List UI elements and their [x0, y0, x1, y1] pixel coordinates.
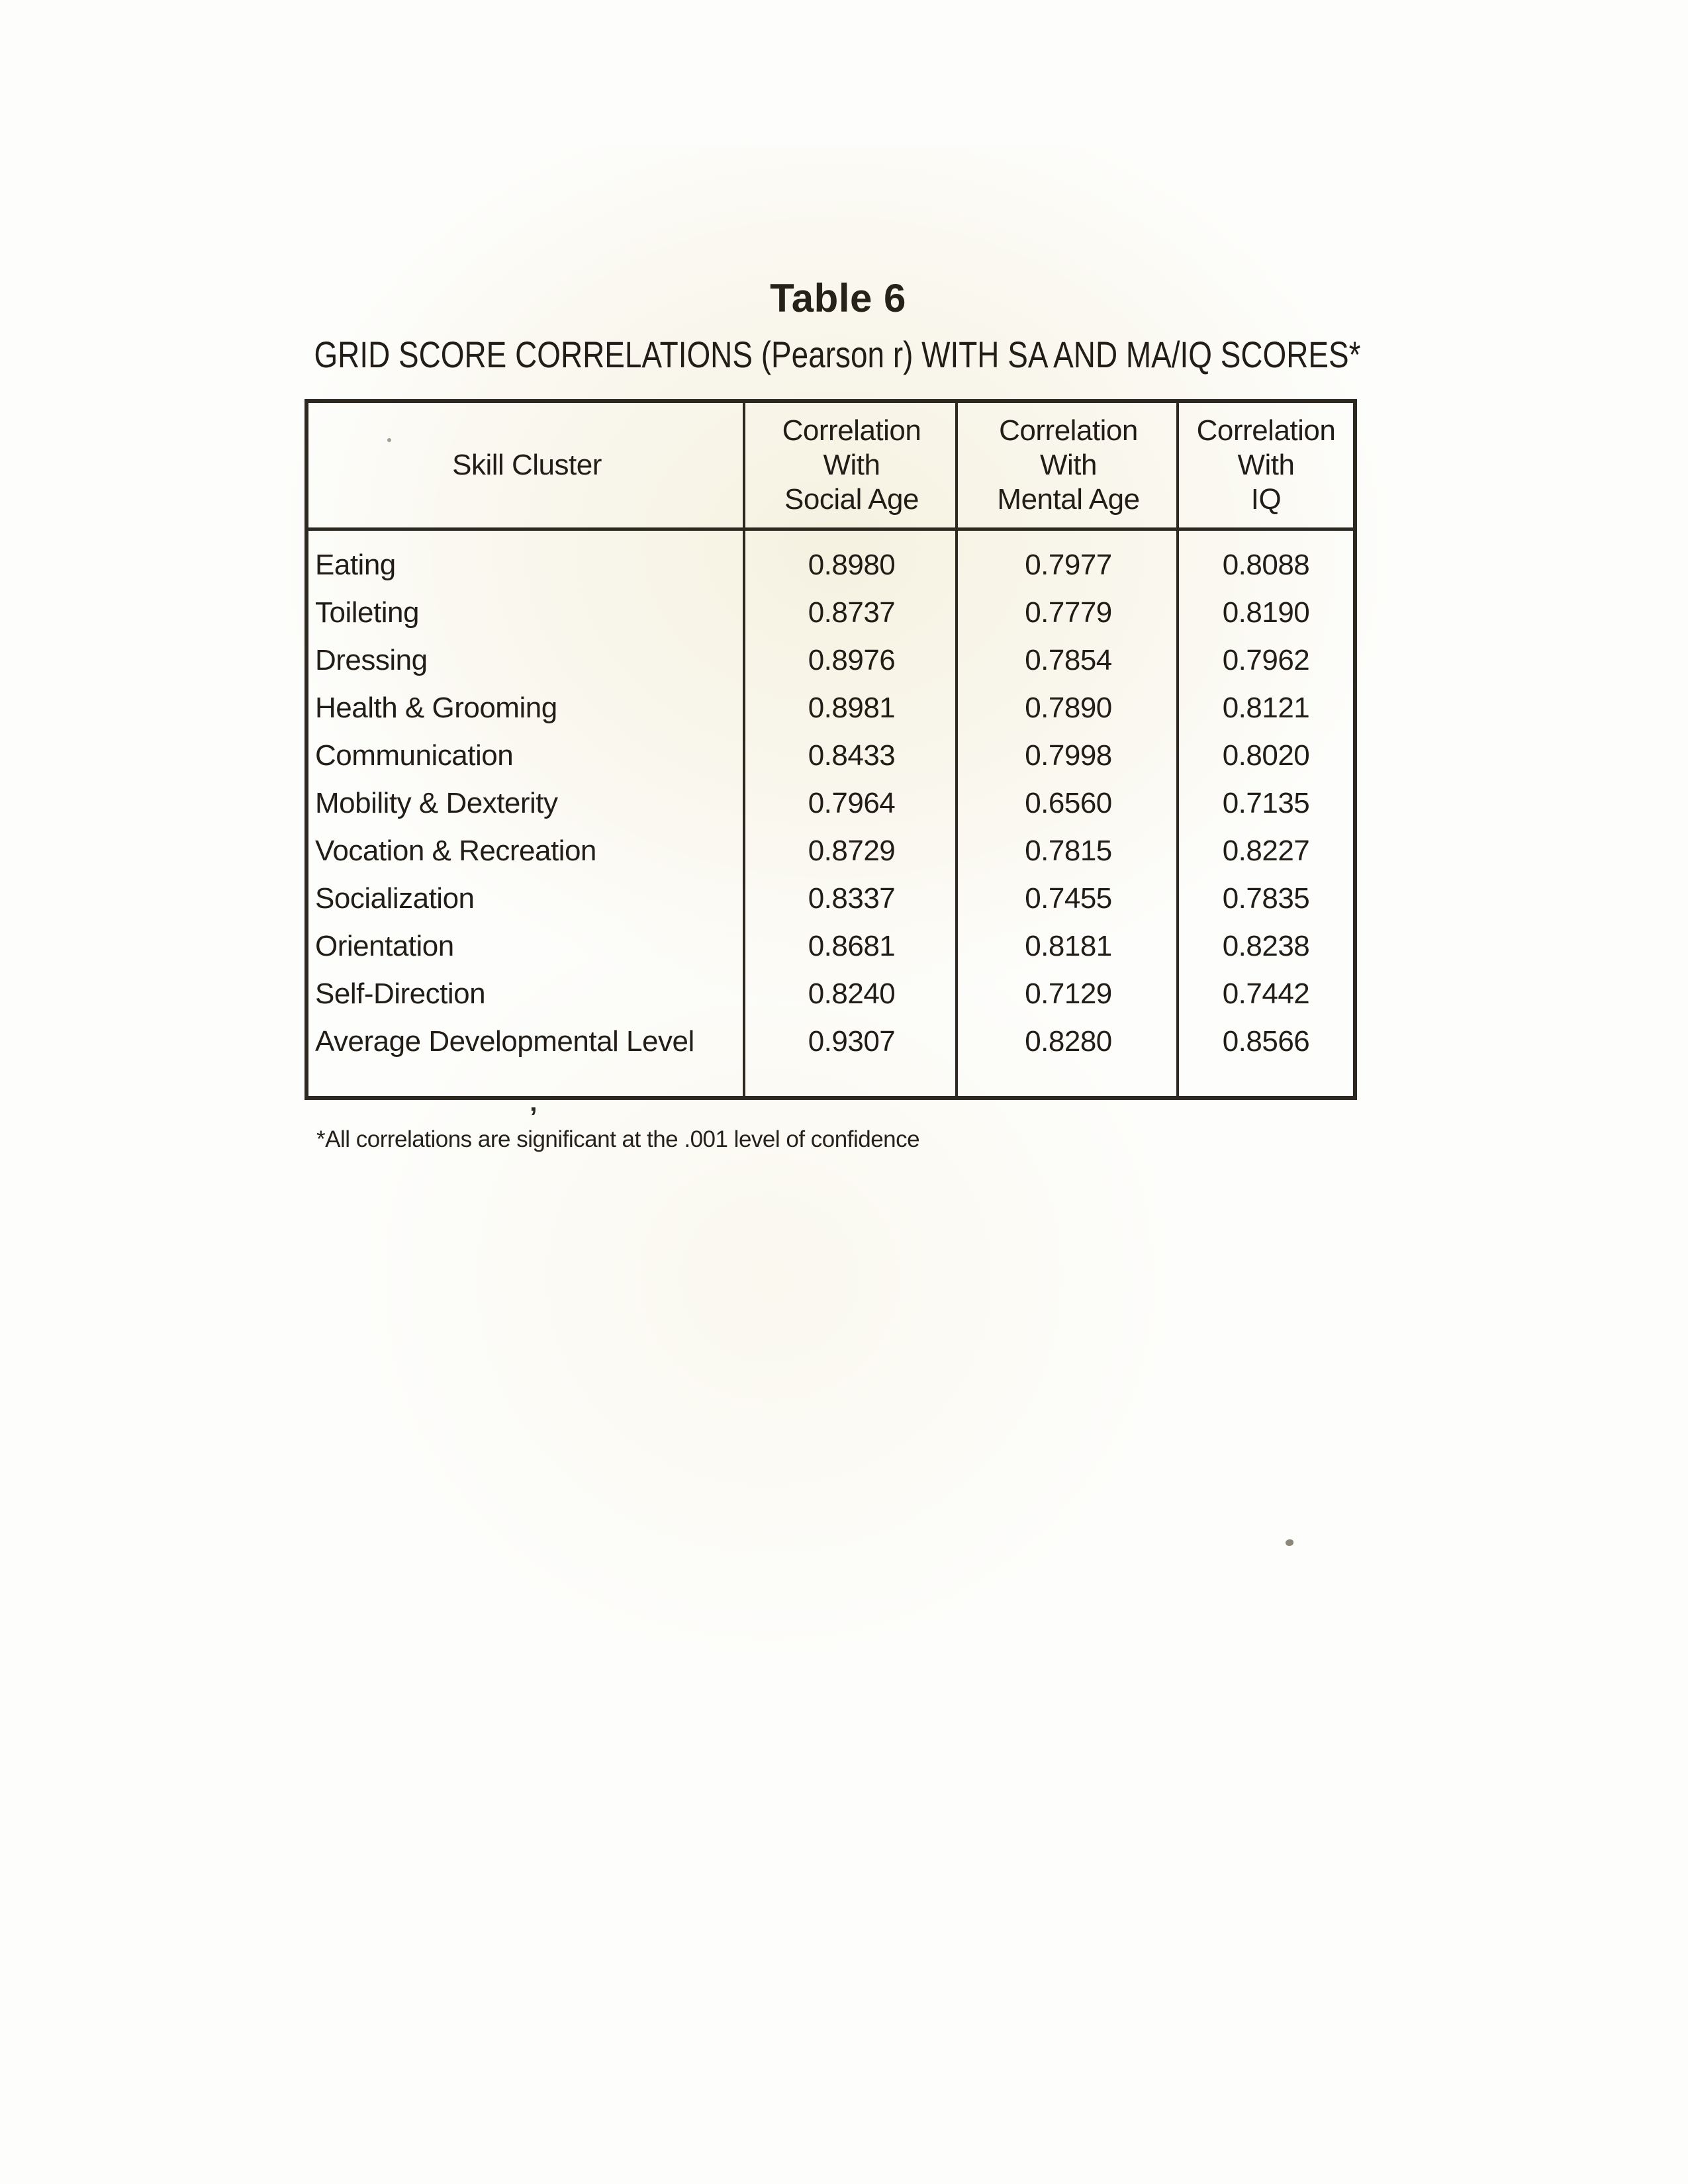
column-header-line: Mental Age: [997, 483, 1140, 516]
scan-speck: [387, 438, 391, 442]
header-correlation-mental-age: Correlation With Mental Age: [958, 403, 1179, 527]
correlation-value-cell: 0.8681: [808, 930, 896, 962]
correlation-value-cell: 0.8566: [1222, 1025, 1310, 1058]
skill-cluster-cell: Orientation: [315, 930, 454, 962]
skill-cluster-cell: Self-Direction: [315, 978, 486, 1010]
table-row: Eating 0.8980 0.7977 0.8088: [308, 541, 1353, 589]
correlation-table: Skill Cluster Correlation With Social Age …: [305, 399, 1357, 1100]
correlation-value-cell: 0.8121: [1222, 692, 1310, 724]
correlation-value-cell: 0.7455: [1025, 882, 1112, 915]
correlation-value-cell: 0.7129: [1025, 978, 1112, 1010]
header-correlation-iq: Correlation With IQ: [1179, 403, 1353, 527]
column-header-line: Skill Cluster: [452, 449, 602, 481]
skill-cluster-cell: Health & Grooming: [315, 692, 557, 724]
correlation-value-cell: 0.8280: [1025, 1025, 1112, 1058]
header-correlation-social-age: Correlation With Social Age: [745, 403, 958, 527]
skill-cluster-cell: Toileting: [315, 596, 419, 629]
column-header-line: With: [1040, 449, 1098, 481]
correlation-value-cell: 0.8737: [808, 596, 896, 629]
table-row: Dressing 0.8976 0.7854 0.7962: [308, 637, 1353, 684]
skill-cluster-cell: Communication: [315, 739, 514, 772]
correlation-value-cell: 0.8020: [1222, 739, 1310, 772]
column-header-line: With: [823, 449, 881, 481]
skill-cluster-cell: Dressing: [315, 644, 428, 676]
column-header-line: Correlation: [782, 414, 921, 447]
skill-cluster-cell: Socialization: [315, 882, 475, 915]
header-skill-cluster: Skill Cluster: [308, 403, 745, 527]
correlation-value-cell: 0.8181: [1025, 930, 1112, 962]
column-divider-3: [1176, 403, 1179, 1096]
correlation-value-cell: 0.8238: [1222, 930, 1310, 962]
table-row: Socialization 0.8337 0.7455 0.7835: [308, 875, 1353, 923]
correlation-value-cell: 0.8337: [808, 882, 896, 915]
correlation-value-cell: 0.7835: [1222, 882, 1310, 915]
correlation-value-cell: 0.8981: [808, 692, 896, 724]
table-row: Communication 0.8433 0.7998 0.8020: [308, 732, 1353, 780]
column-header-line: With: [1237, 449, 1295, 481]
correlation-value-cell: 0.8240: [808, 978, 896, 1010]
correlation-value-cell: 0.8433: [808, 739, 896, 772]
column-header-line: IQ: [1250, 483, 1282, 516]
skill-cluster-cell: Mobility & Dexterity: [315, 787, 558, 819]
correlation-value-cell: 0.7964: [808, 787, 896, 819]
correlation-value-cell: 0.7815: [1025, 835, 1112, 867]
stray-ink-mark: ’: [530, 1101, 538, 1132]
correlation-value-cell: 0.6560: [1025, 787, 1112, 819]
table-title: Table 6: [770, 276, 906, 320]
table-row: Toileting 0.8737 0.7779 0.8190: [308, 589, 1353, 637]
column-header-line: Social Age: [784, 483, 919, 516]
correlation-value-cell: 0.7998: [1025, 739, 1112, 772]
table-header-row: Skill Cluster Correlation With Social Age …: [308, 403, 1353, 531]
table-row: Average Developmental Level 0.9307 0.8280 0…: [308, 1018, 1353, 1066]
correlation-value-cell: 0.7779: [1025, 596, 1112, 629]
correlation-value-cell: 0.8976: [808, 644, 896, 676]
table-row: Orientation 0.8681 0.8181 0.8238: [308, 923, 1353, 970]
correlation-value-cell: 0.7962: [1222, 644, 1310, 676]
scan-speck: [1286, 1539, 1293, 1546]
table-subtitle: GRID SCORE CORRELATIONS (Pearson r) WITH…: [314, 334, 1361, 375]
skill-cluster-cell: Average Developmental Level: [315, 1025, 694, 1058]
correlation-value-cell: 0.7442: [1222, 978, 1310, 1010]
table-row: Self-Direction 0.8240 0.7129 0.7442: [308, 970, 1353, 1018]
correlation-value-cell: 0.7854: [1025, 644, 1112, 676]
table-row: Mobility & Dexterity 0.7964 0.6560 0.7135: [308, 780, 1353, 827]
correlation-value-cell: 0.7890: [1025, 692, 1112, 724]
table-body: Eating 0.8980 0.7977 0.8088 Toileting 0.8737 0…: [308, 531, 1353, 1066]
column-divider-1: [743, 403, 745, 1096]
correlation-value-cell: 0.7135: [1222, 787, 1310, 819]
skill-cluster-cell: Eating: [315, 549, 396, 581]
skill-cluster-cell: Vocation & Recreation: [315, 835, 596, 867]
column-header-line: Correlation: [1196, 414, 1336, 447]
correlation-value-cell: 0.9307: [808, 1025, 896, 1058]
column-divider-2: [955, 403, 958, 1096]
correlation-value-cell: 0.8227: [1222, 835, 1310, 867]
table-row: Health & Grooming 0.8981 0.7890 0.8121: [308, 684, 1353, 732]
correlation-value-cell: 0.7977: [1025, 549, 1112, 581]
column-header-line: Correlation: [999, 414, 1138, 447]
correlation-value-cell: 0.8980: [808, 549, 896, 581]
table-row: Vocation & Recreation 0.8729 0.7815 0.8227: [308, 827, 1353, 875]
correlation-value-cell: 0.8729: [808, 835, 896, 867]
correlation-value-cell: 0.8190: [1222, 596, 1310, 629]
correlation-value-cell: 0.8088: [1222, 549, 1310, 581]
footnote: *All correlations are significant at the…: [316, 1126, 920, 1152]
